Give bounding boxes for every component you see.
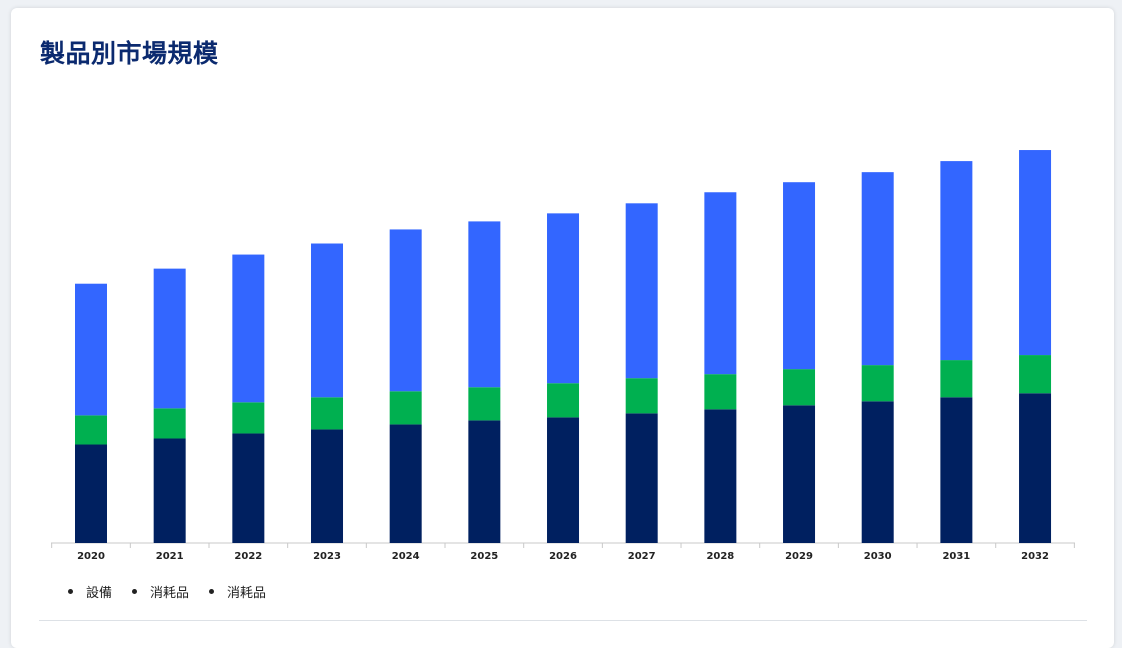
x-tick-label: 2032 (1021, 551, 1049, 562)
bar-segment-series-0-2027 (625, 413, 658, 543)
bar-segment-series-1-2020 (75, 415, 107, 445)
stacked-bar-chart: 2020 2021 2022 2023 2024 2025 2026 2027 2028 2029… (51, 150, 1075, 562)
x-tick-label: 2029 (785, 551, 813, 562)
bar-segment-series-1-2025 (468, 387, 501, 421)
bar-segment-series-1-2031 (940, 360, 973, 398)
legend-bullet-icon (68, 589, 73, 594)
bar-segment-series-2-2023 (311, 243, 344, 398)
bar-segment-series-1-2022 (232, 402, 265, 434)
x-tick-label: 2026 (549, 551, 577, 562)
bar-segment-series-1-2028 (704, 374, 737, 410)
legend-bullet-icon (132, 589, 138, 594)
x-tick-label: 2023 (313, 551, 341, 562)
bar-segment-series-0-2025 (468, 420, 501, 543)
bar-segment-series-0-2026 (547, 417, 580, 543)
legend-item-equipment: 設備 (68, 582, 112, 601)
bar-segment-series-0-2031 (940, 397, 973, 543)
bar-segment-series-1-2029 (783, 369, 816, 406)
bar-segment-series-1-2027 (625, 378, 658, 414)
x-tick-label: 2024 (392, 551, 420, 562)
bar-segment-series-2-2027 (625, 203, 658, 379)
x-tick-label: 2020 (77, 551, 105, 562)
bar-segment-series-2-2031 (940, 161, 973, 361)
x-tick-label: 2021 (156, 551, 184, 562)
footer-divider (39, 620, 1087, 621)
bar-segment-series-2-2030 (861, 172, 894, 366)
bar-segment-series-1-2024 (389, 391, 422, 425)
bar-segment-series-0-2030 (861, 401, 894, 543)
bar-segment-series-1-2032 (1019, 355, 1052, 394)
chart-card: 製品別市場規模 2020 2021 2022 2023 2024 2025 2026 2027… (11, 8, 1114, 648)
chart-legend: 設備 消耗品 消耗品 (68, 582, 266, 601)
bar-segment-series-1-2026 (547, 383, 580, 418)
bar-segment-series-0-2023 (311, 429, 344, 543)
bar-segment-series-2-2021 (153, 268, 186, 409)
bar-segment-series-0-2028 (704, 409, 737, 543)
bar-segment-series-0-2022 (232, 433, 265, 543)
legend-label: 消耗品 (150, 586, 190, 601)
legend-item-consumables: 消耗品 (132, 582, 189, 601)
x-tick-label: 2030 (864, 551, 892, 562)
bar-segment-series-2-2029 (783, 182, 816, 370)
chart-title: 製品別市場規模 (40, 39, 219, 68)
bar-segment-series-1-2023 (311, 397, 344, 430)
bar-segment-series-2-2024 (389, 229, 422, 392)
bar-segment-series-0-2021 (153, 438, 186, 543)
legend-bullet-icon (209, 589, 215, 594)
bar-segment-series-0-2020 (75, 444, 107, 543)
x-tick-label: 2031 (942, 551, 970, 562)
bar-segment-series-0-2029 (783, 405, 816, 543)
x-tick-label: 2028 (706, 551, 734, 562)
bar-segment-series-2-2020 (75, 283, 107, 416)
bar-segment-series-1-2021 (153, 408, 186, 439)
x-tick-label: 2022 (234, 551, 262, 562)
legend-label: 消耗品 (227, 586, 267, 601)
bar-segment-series-0-2024 (389, 424, 422, 543)
x-tick-label: 2025 (470, 551, 498, 562)
bar-segment-series-2-2025 (468, 221, 501, 388)
bar-segment-series-0-2032 (1019, 393, 1052, 543)
bar-segment-series-2-2022 (232, 254, 265, 403)
legend-label: 設備 (86, 586, 113, 601)
x-tick-label: 2027 (628, 551, 656, 562)
legend-item-consumables-2: 消耗品 (209, 582, 266, 601)
bar-segment-series-2-2026 (547, 213, 580, 384)
bar-segment-series-2-2032 (1019, 150, 1052, 356)
bar-segment-series-2-2028 (704, 192, 737, 375)
bar-segment-series-1-2030 (861, 365, 894, 402)
